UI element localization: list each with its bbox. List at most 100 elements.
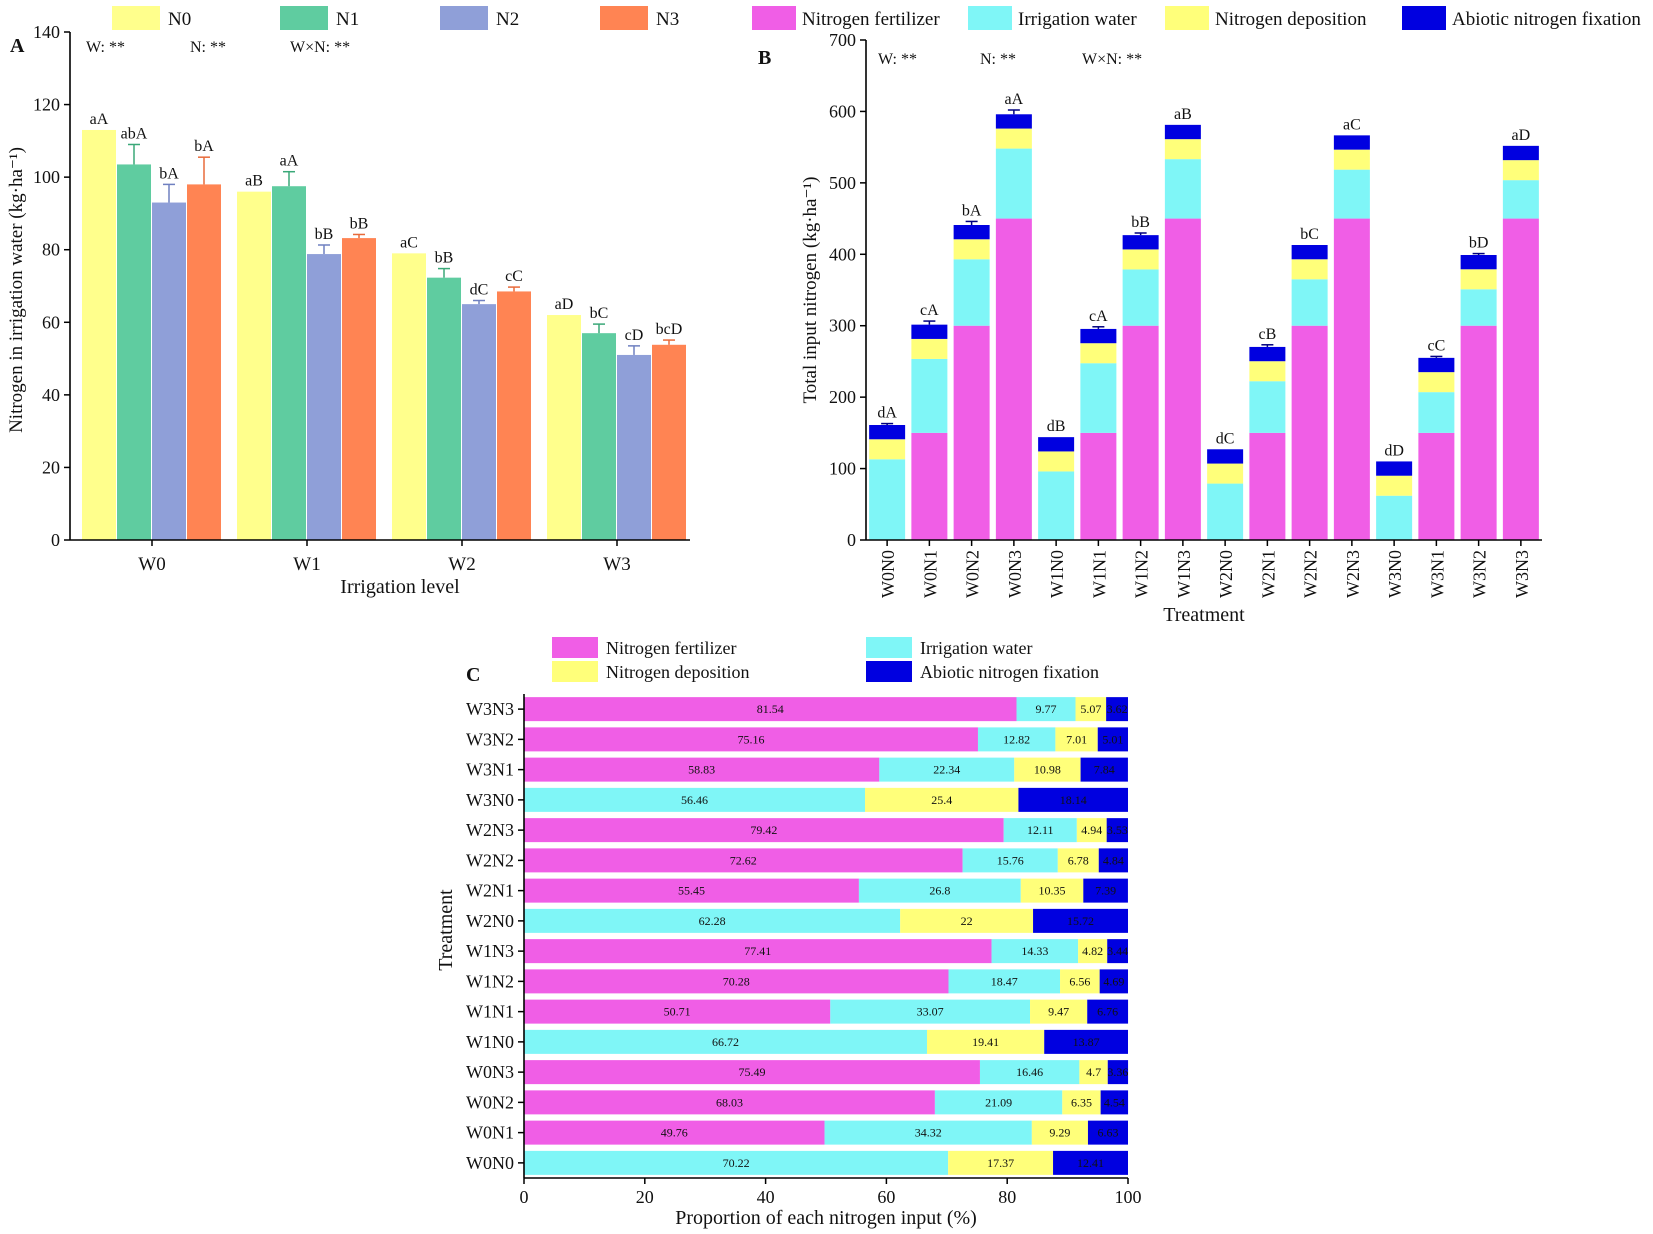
bar-irrigation-water-w0n3	[979, 1060, 1080, 1085]
x-tick-label-w1n3: W1N3	[1174, 550, 1194, 598]
y-tick-label-w3n0: W3N0	[466, 790, 514, 810]
x-tick-label-w3n0: W3N0	[1385, 550, 1405, 598]
y-tick-label-60: 60	[42, 312, 60, 332]
bar-n0-w2	[392, 253, 426, 541]
y-tick-label-100: 100	[829, 459, 856, 479]
significance-letter-w3n1: cC	[1427, 337, 1445, 354]
bar-abiotic-nitrogen-fixation-w2n1	[1083, 878, 1128, 903]
data-label-nitrogen-deposition-w0n1: 9.29	[1049, 1126, 1070, 1140]
data-label-irrigation-water-w0n2: 21.09	[985, 1095, 1012, 1109]
significance-letter-w2n1: cB	[1258, 326, 1276, 343]
bar-nitrogen-fertilizer-w3n1	[1418, 432, 1455, 540]
bar-abiotic-nitrogen-fixation-w3n1	[1080, 757, 1128, 782]
data-label-nitrogen-fertilizer-w1n3: 77.41	[744, 944, 771, 958]
bar-nitrogen-deposition-w2n0	[1207, 463, 1244, 484]
bar-irrigation-water-w0n2	[953, 259, 990, 326]
legend-swatch-irrigation-water	[866, 637, 912, 658]
x-tick-label-w1n0: W1N0	[1047, 550, 1067, 598]
bar-n0-w3	[547, 315, 581, 540]
legend-label-n0: N0	[168, 9, 191, 30]
data-label-nitrogen-deposition-w0n2: 6.35	[1071, 1095, 1092, 1109]
bar-irrigation-water-w1n2	[1122, 269, 1159, 326]
bar-nitrogen-deposition-w1n0	[926, 1029, 1045, 1054]
data-label-nitrogen-fertilizer-w2n3: 79.42	[750, 823, 777, 837]
bar-abiotic-nitrogen-fixation-w2n3	[1106, 818, 1128, 843]
bar-abiotic-nitrogen-fixation-w0n1	[1087, 1120, 1128, 1145]
bar-nitrogen-deposition-w1n3	[1078, 939, 1108, 964]
data-label-nitrogen-deposition-w3n0: 25.4	[931, 793, 952, 807]
bar-nitrogen-deposition-w2n0	[900, 908, 1034, 933]
significance-letter-n0-w1: aB	[245, 173, 263, 190]
bar-irrigation-water-w1n3	[991, 939, 1079, 964]
bar-abiotic-nitrogen-fixation-w2n3	[1333, 135, 1370, 150]
bar-irrigation-water-w3n1	[1418, 392, 1455, 433]
data-label-nitrogen-deposition-w1n2: 6.56	[1069, 974, 1090, 988]
legend-label-n3: N3	[656, 9, 679, 30]
data-label-nitrogen-deposition-w1n1: 9.47	[1048, 1005, 1069, 1019]
y-tick-label-w0n1: W0N1	[466, 1123, 514, 1143]
bar-nitrogen-fertilizer-w1n2	[524, 969, 949, 994]
significance-letter-n2-w2: dC	[470, 282, 489, 299]
bar-nitrogen-fertilizer-w2n3	[524, 818, 1004, 843]
data-label-irrigation-water-w0n3: 16.46	[1016, 1065, 1043, 1079]
bar-abiotic-nitrogen-fixation-w0n0	[869, 425, 906, 440]
data-label-abiotic-nitrogen-fixation-w0n1: 6.63	[1097, 1126, 1118, 1140]
bar-irrigation-water-w0n2	[934, 1090, 1063, 1115]
data-label-abiotic-nitrogen-fixation-w0n3: 3.36	[1107, 1065, 1128, 1079]
bar-nitrogen-deposition-w1n1	[1080, 343, 1117, 364]
bar-irrigation-water-w0n0	[524, 1150, 949, 1175]
data-label-nitrogen-fertilizer-w2n1: 55.45	[678, 884, 705, 898]
legend-swatch-nitrogen-deposition	[552, 661, 598, 682]
bar-nitrogen-deposition-w0n3	[995, 128, 1032, 149]
significance-letter-n3-w1: bB	[350, 215, 369, 232]
significance-letter-n3-w2: cC	[505, 268, 523, 285]
legend-swatch-n1	[280, 6, 328, 30]
y-tick-label-w2n1: W2N1	[466, 881, 514, 901]
y-tick-label-w1n0: W1N0	[466, 1032, 514, 1052]
bar-n1-w0	[117, 164, 151, 540]
bar-nitrogen-deposition-w0n2	[1062, 1090, 1101, 1115]
bar-abiotic-nitrogen-fixation-w2n0	[1207, 449, 1244, 464]
data-label-abiotic-nitrogen-fixation-w2n0: 15.72	[1067, 914, 1094, 928]
data-label-irrigation-water-w1n0: 66.72	[712, 1035, 739, 1049]
bar-irrigation-water-w3n0	[1376, 495, 1413, 540]
legend-label-n1: N1	[336, 9, 359, 30]
bar-irrigation-water-w3n3	[1016, 697, 1076, 722]
data-label-abiotic-nitrogen-fixation-w1n1: 6.76	[1097, 1005, 1118, 1019]
data-label-abiotic-nitrogen-fixation-w3n3: 3.62	[1107, 702, 1128, 716]
bar-n2-w2	[462, 304, 496, 540]
significance-note-3: W×N: **	[290, 39, 350, 56]
significance-letter-n1-w0: abA	[121, 125, 148, 142]
y-tick-label-w2n2: W2N2	[466, 850, 514, 870]
y-tick-label-w3n1: W3N1	[466, 760, 514, 780]
significance-letter-n2-w3: cD	[625, 327, 644, 344]
data-label-irrigation-water-w1n3: 14.33	[1021, 944, 1048, 958]
data-label-abiotic-nitrogen-fixation-w3n2: 5.01	[1102, 732, 1123, 746]
bar-abiotic-nitrogen-fixation-w2n2	[1291, 245, 1328, 260]
bar-nitrogen-deposition-w0n1	[1031, 1120, 1088, 1145]
legend-swatch-abiotic-nitrogen-fixation	[866, 661, 912, 682]
data-label-nitrogen-deposition-w2n2: 6.78	[1068, 853, 1089, 867]
bar-irrigation-water-w2n2	[1291, 279, 1328, 326]
legend-label-abiotic-nitrogen-fixation: Abiotic nitrogen fixation	[920, 662, 1099, 682]
bar-irrigation-water-w3n3	[1502, 180, 1539, 219]
data-label-abiotic-nitrogen-fixation-w2n2: 4.84	[1103, 853, 1124, 867]
significance-letter-n0-w2: aC	[400, 234, 418, 251]
data-label-nitrogen-fertilizer-w2n2: 72.62	[730, 853, 757, 867]
y-axis-title: Treatment	[435, 889, 457, 971]
bar-irrigation-water-w2n0	[1207, 483, 1244, 540]
significance-letter-n3-w3: bcD	[656, 321, 683, 338]
bar-irrigation-water-w3n2	[1460, 289, 1497, 326]
significance-note-2: N: **	[980, 51, 1016, 68]
bar-nitrogen-fertilizer-w2n3	[1333, 218, 1370, 541]
bar-irrigation-water-w1n1	[1080, 363, 1117, 433]
x-tick-label-w2n2: W2N2	[1301, 550, 1321, 598]
panel-b: Nitrogen fertilizer Irrigation water Nitro…	[752, 6, 1641, 626]
significance-letter-w0n2: bA	[962, 202, 982, 219]
bar-nitrogen-fertilizer-w3n1	[524, 757, 880, 782]
x-tick-label-w0n3: W0N3	[1005, 550, 1025, 598]
y-tick-label-w2n0: W2N0	[466, 911, 514, 931]
panel-label: B	[758, 47, 771, 69]
bar-nitrogen-deposition-w3n2	[1055, 727, 1098, 752]
